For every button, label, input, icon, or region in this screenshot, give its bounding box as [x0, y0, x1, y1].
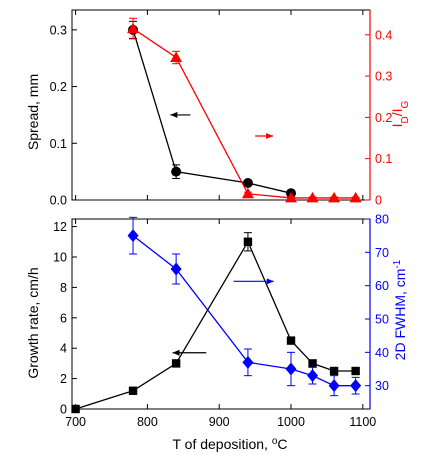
data-point — [328, 191, 341, 203]
data-point — [285, 191, 298, 203]
data-point — [307, 369, 319, 383]
data-point — [128, 386, 138, 395]
bottom-panel: 700 800 900 1000 1100 0 2 4 6 8 10 12 30 40 50 60 70 80 G… — [25, 213, 408, 453]
bottom-right-axis-title: 2D FWHM, cm-1 — [392, 259, 409, 360]
series-line — [132, 28, 356, 199]
left-y-tick-label: 0.3 — [50, 23, 67, 37]
series-line — [132, 29, 292, 194]
bottom-right-axis-title-sup: -1 — [392, 259, 403, 268]
data-point — [127, 22, 140, 34]
top-left-axis-title: Spread, mm — [25, 74, 41, 150]
top-plot-frame — [71, 9, 371, 201]
top-right-axis-title-sub2: G — [400, 100, 411, 108]
bottom-right-axis-title-main: 2D FWHM, cm — [392, 269, 408, 361]
top-right-axis-title: ID/IG — [389, 100, 411, 127]
data-point — [306, 191, 319, 203]
data-point — [241, 187, 254, 199]
x-axis-title-text: T of deposition, — [172, 436, 271, 452]
annotation-arrowhead — [266, 278, 274, 285]
data-point — [171, 359, 181, 368]
left-y-tick-label: 0.0 — [50, 194, 67, 208]
bottom-plot-frame — [71, 218, 371, 410]
data-point — [286, 336, 296, 345]
data-point — [328, 379, 340, 393]
top-annotations — [170, 111, 274, 139]
bottom-series — [71, 216, 362, 414]
left-y-tick-label: 6 — [60, 311, 67, 325]
x-axis-title: T of deposition, oC — [172, 436, 287, 453]
x-tick-label: 800 — [137, 415, 158, 429]
left-y-tick-label: 0.2 — [50, 80, 67, 94]
right-y-tick-label: 50 — [375, 313, 389, 327]
annotation-arrowhead — [266, 132, 274, 139]
data-point — [170, 262, 182, 276]
data-point — [308, 359, 317, 368]
right-y-tick-label: 80 — [375, 213, 389, 227]
right-y-tick-label: 30 — [375, 379, 389, 393]
left-y-tick-label: 10 — [53, 251, 67, 265]
right-y-tick-label: 60 — [375, 279, 389, 293]
right-y-tick-label: 0.3 — [375, 70, 392, 84]
data-point — [349, 191, 362, 203]
right-y-tick-label: 0.4 — [375, 28, 392, 42]
x-tick-label: 700 — [65, 415, 86, 429]
data-point — [71, 404, 80, 414]
data-point — [242, 355, 254, 369]
top-panel: 0.0 0.1 0.2 0.3 0 0.1 0.2 0.3 0.4 Spread, mm ID/… — [25, 9, 411, 208]
top-series — [127, 17, 362, 203]
x-tick-label: 1000 — [277, 415, 305, 429]
annotation-arrowhead — [170, 111, 178, 118]
bottom-annotations — [172, 278, 274, 356]
left-y-tick-label: 4 — [60, 342, 67, 356]
data-point — [171, 166, 182, 177]
x-axis-title-unit: C — [277, 436, 287, 452]
top-right-axis-title-sub1: D — [400, 116, 411, 123]
right-y-tick-label: 70 — [375, 246, 389, 260]
top-right-axis-title-main: I — [389, 123, 405, 127]
x-axis-title-sup: o — [272, 436, 278, 447]
data-point — [329, 366, 339, 376]
right-y-tick-label: 0.1 — [375, 152, 392, 166]
x-tick-label: 1100 — [349, 415, 376, 429]
right-y-tick-label: 40 — [375, 346, 389, 360]
left-y-tick-label: 2 — [60, 372, 67, 386]
data-point — [350, 379, 362, 393]
left-y-tick-label: 12 — [53, 220, 67, 234]
top-right-axis-title-sep: /I — [389, 108, 405, 116]
bottom-left-axis-title: Growth rate, cm/h — [25, 267, 41, 378]
left-y-tick-label: 0.1 — [50, 137, 67, 151]
data-point — [127, 229, 139, 243]
data-point — [170, 51, 183, 62]
x-tick-label: 900 — [209, 415, 230, 429]
bottom-axes: 700 800 900 1000 1100 0 2 4 6 8 10 12 30 40 50 60 70 80 — [53, 213, 389, 430]
annotation-arrowhead — [172, 349, 180, 356]
data-point — [243, 237, 253, 246]
data-point — [351, 366, 360, 376]
left-y-tick-label: 8 — [60, 281, 67, 295]
left-y-tick-label: 0 — [60, 403, 67, 417]
data-point — [242, 177, 253, 188]
data-point — [285, 362, 297, 376]
top-axes: 0.0 0.1 0.2 0.3 0 0.1 0.2 0.3 0.4 — [50, 10, 392, 208]
right-y-tick-label: 0.2 — [375, 111, 392, 125]
right-y-tick-label: 0 — [375, 194, 382, 208]
